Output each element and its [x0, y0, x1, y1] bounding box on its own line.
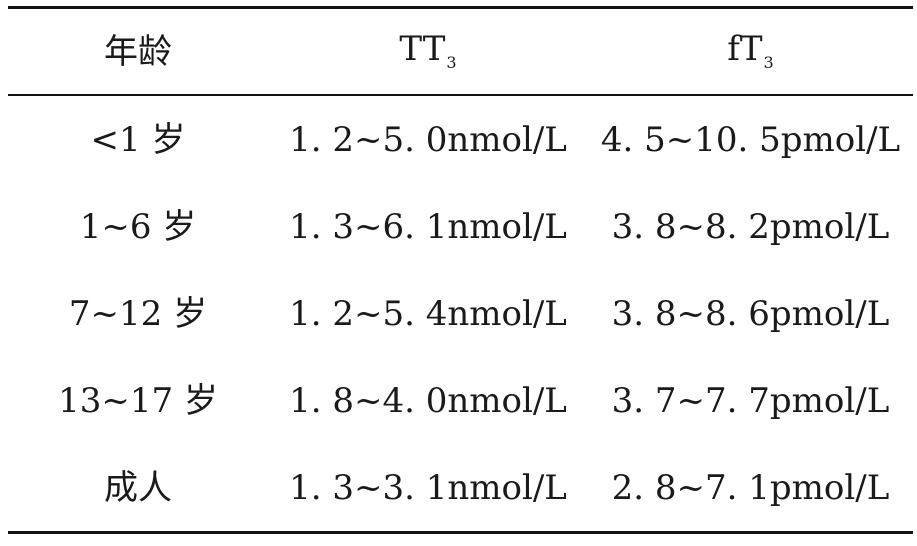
ft3-cell: 2. 8~7. 1pmol/L [611, 467, 890, 508]
table-body: <1 岁 1. 2~5. 0nmol/L 4. 5~10. 5pmol/L 1~… [8, 96, 913, 531]
header-tt3-subscript: 3 [446, 53, 457, 72]
table-header-row: 年龄 TT3 fT3 [8, 9, 913, 94]
age-cell: 13~17 岁 [58, 380, 218, 421]
ft3-cell: 3. 8~8. 6pmol/L [611, 293, 890, 334]
ft3-cell: 3. 7~7. 7pmol/L [611, 380, 890, 421]
table-row: 成人 1. 3~3. 1nmol/L 2. 8~7. 1pmol/L [8, 444, 913, 531]
table-header-rule [8, 94, 913, 96]
reference-range-table: 年龄 TT3 fT3 <1 岁 1. 2~5. 0nmol/L 4. 5~10.… [8, 6, 913, 534]
table-top-rule [8, 6, 913, 9]
header-age-text: 年龄 [104, 31, 172, 72]
age-cell: 成人 [104, 467, 172, 508]
header-tt3-main: TT [399, 29, 446, 69]
age-cell: 7~12 岁 [68, 293, 208, 334]
tt3-cell: 1. 8~4. 0nmol/L [289, 380, 567, 421]
ft3-cell: 3. 8~8. 2pmol/L [611, 206, 890, 247]
header-ft3-main: fT [727, 29, 763, 69]
header-ft3: fT3 [588, 32, 913, 71]
header-tt3: TT3 [268, 32, 588, 71]
table-bottom-rule [8, 531, 913, 534]
table-row: <1 岁 1. 2~5. 0nmol/L 4. 5~10. 5pmol/L [8, 96, 913, 183]
tt3-cell: 1. 2~5. 0nmol/L [289, 119, 567, 160]
table-row: 1~6 岁 1. 3~6. 1nmol/L 3. 8~8. 2pmol/L [8, 183, 913, 270]
tt3-cell: 1. 2~5. 4nmol/L [289, 293, 567, 334]
header-age: 年龄 [8, 35, 268, 69]
header-ft3-subscript: 3 [763, 53, 774, 72]
table-row: 7~12 岁 1. 2~5. 4nmol/L 3. 8~8. 6pmol/L [8, 270, 913, 357]
age-cell: <1 岁 [90, 119, 186, 160]
table-row: 13~17 岁 1. 8~4. 0nmol/L 3. 7~7. 7pmol/L [8, 357, 913, 444]
tt3-cell: 1. 3~3. 1nmol/L [289, 467, 567, 508]
tt3-cell: 1. 3~6. 1nmol/L [289, 206, 567, 247]
age-cell: 1~6 岁 [79, 206, 197, 247]
ft3-cell: 4. 5~10. 5pmol/L [600, 119, 901, 160]
